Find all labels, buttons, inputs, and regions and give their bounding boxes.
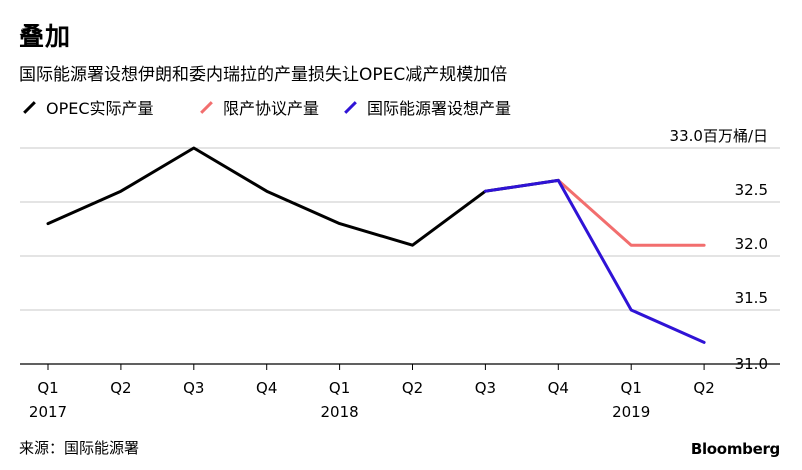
chart-title: 叠加 (19, 22, 72, 51)
y-tick-label: 31.0 (735, 355, 768, 373)
x-tick-label: Q2 (693, 379, 714, 397)
x-tick-label: Q4 (548, 379, 569, 397)
series-lines (46, 146, 706, 344)
source-note: 来源：国际能源署 (19, 439, 140, 457)
y-tick-label: 33.0百万桶/日 (670, 127, 768, 145)
legend-swatch-opec-actual (23, 100, 36, 114)
grid-lines (20, 147, 780, 365)
x-tick-label: Q4 (256, 379, 277, 397)
legend-label-opec-actual: OPEC实际产量 (46, 99, 154, 118)
x-tick-label: Q3 (475, 379, 496, 397)
legend-label-agreement: 限产协议产量 (223, 99, 320, 118)
x-axis-ticks: Q1 Q2 Q3 Q4 Q1 Q2 Q3 Q4 Q1 Q2 2017 2018 2019 (29, 364, 715, 421)
x-year-label: 2017 (29, 403, 67, 421)
y-axis-ticks: 33.0百万桶/日 32.5 32.0 31.5 31.0 (670, 127, 768, 373)
x-tick-label: Q1 (329, 379, 350, 397)
x-year-label: 2019 (612, 403, 650, 421)
legend-swatch-agreement (200, 100, 213, 114)
legend-item-iea-scenario: 国际能源署设想产量 (341, 96, 511, 118)
legend-item-agreement: 限产协议产量 (197, 96, 319, 118)
series-line-opec-actual (46, 146, 560, 247)
x-tick-label: Q2 (402, 379, 423, 397)
series-line-iea-scenario (483, 178, 706, 344)
legend-swatch-iea-scenario (344, 100, 357, 114)
legend-label-iea-scenario: 国际能源署设想产量 (367, 99, 512, 118)
y-tick-label: 32.0 (735, 235, 768, 253)
x-tick-label: Q3 (183, 379, 204, 397)
x-year-label: 2018 (321, 403, 359, 421)
legend-item-opec-actual: OPEC实际产量 (20, 96, 154, 118)
x-tick-label: Q1 (37, 379, 58, 397)
y-tick-label: 32.5 (735, 181, 768, 199)
x-tick-label: Q1 (621, 379, 642, 397)
x-tick-label: Q2 (110, 379, 131, 397)
brand-logo: Bloomberg (690, 440, 780, 458)
chart-subtitle: 国际能源署设想伊朗和委内瑞拉的产量损失让OPEC减产规模加倍 (19, 65, 508, 85)
y-tick-label: 31.5 (735, 289, 768, 307)
series-line-agreement (556, 178, 706, 247)
